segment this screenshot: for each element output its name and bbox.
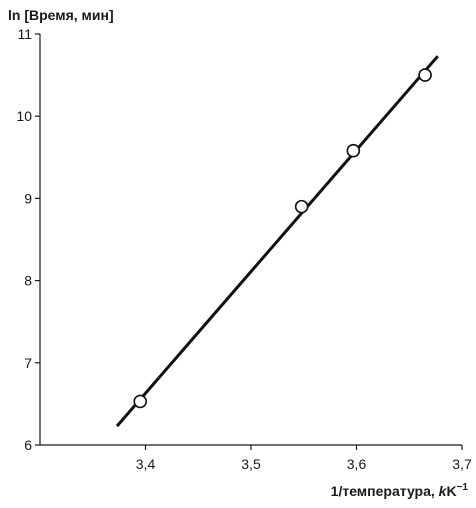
fit-line-layer xyxy=(115,55,439,428)
x-axis-title-unit: K xyxy=(446,483,456,499)
y-tick-label: 7 xyxy=(24,355,32,371)
fit-line xyxy=(115,55,439,428)
x-ticks: 3,4 3,5 3,6 3,7 xyxy=(136,445,472,472)
x-tick-label: 3,6 xyxy=(347,456,367,472)
y-tick-label: 8 xyxy=(24,273,32,289)
x-axis-title-exponent: −1 xyxy=(457,482,469,493)
y-tick-label: 10 xyxy=(16,108,32,124)
data-point xyxy=(133,394,148,409)
y-axis-title: ln [Время, мин] xyxy=(8,7,114,23)
x-tick-label: 3,4 xyxy=(136,456,156,472)
y-ticks: 6 7 8 9 10 11 xyxy=(16,26,40,453)
data-point xyxy=(418,68,432,82)
y-tick-label: 6 xyxy=(24,437,32,453)
data-point xyxy=(346,143,361,158)
x-tick-label: 3,5 xyxy=(241,456,261,472)
x-axis-title-k: k xyxy=(439,483,448,499)
axes xyxy=(39,34,462,446)
data-points-layer xyxy=(133,68,432,409)
y-tick-label: 11 xyxy=(17,26,32,42)
x-axis-title: 1/температура, kK−1 xyxy=(331,482,469,499)
y-tick-label: 9 xyxy=(24,190,32,206)
data-point xyxy=(294,199,309,214)
x-tick-label: 3,7 xyxy=(452,456,472,472)
x-axis-title-prefix: 1/температура, xyxy=(331,483,439,499)
